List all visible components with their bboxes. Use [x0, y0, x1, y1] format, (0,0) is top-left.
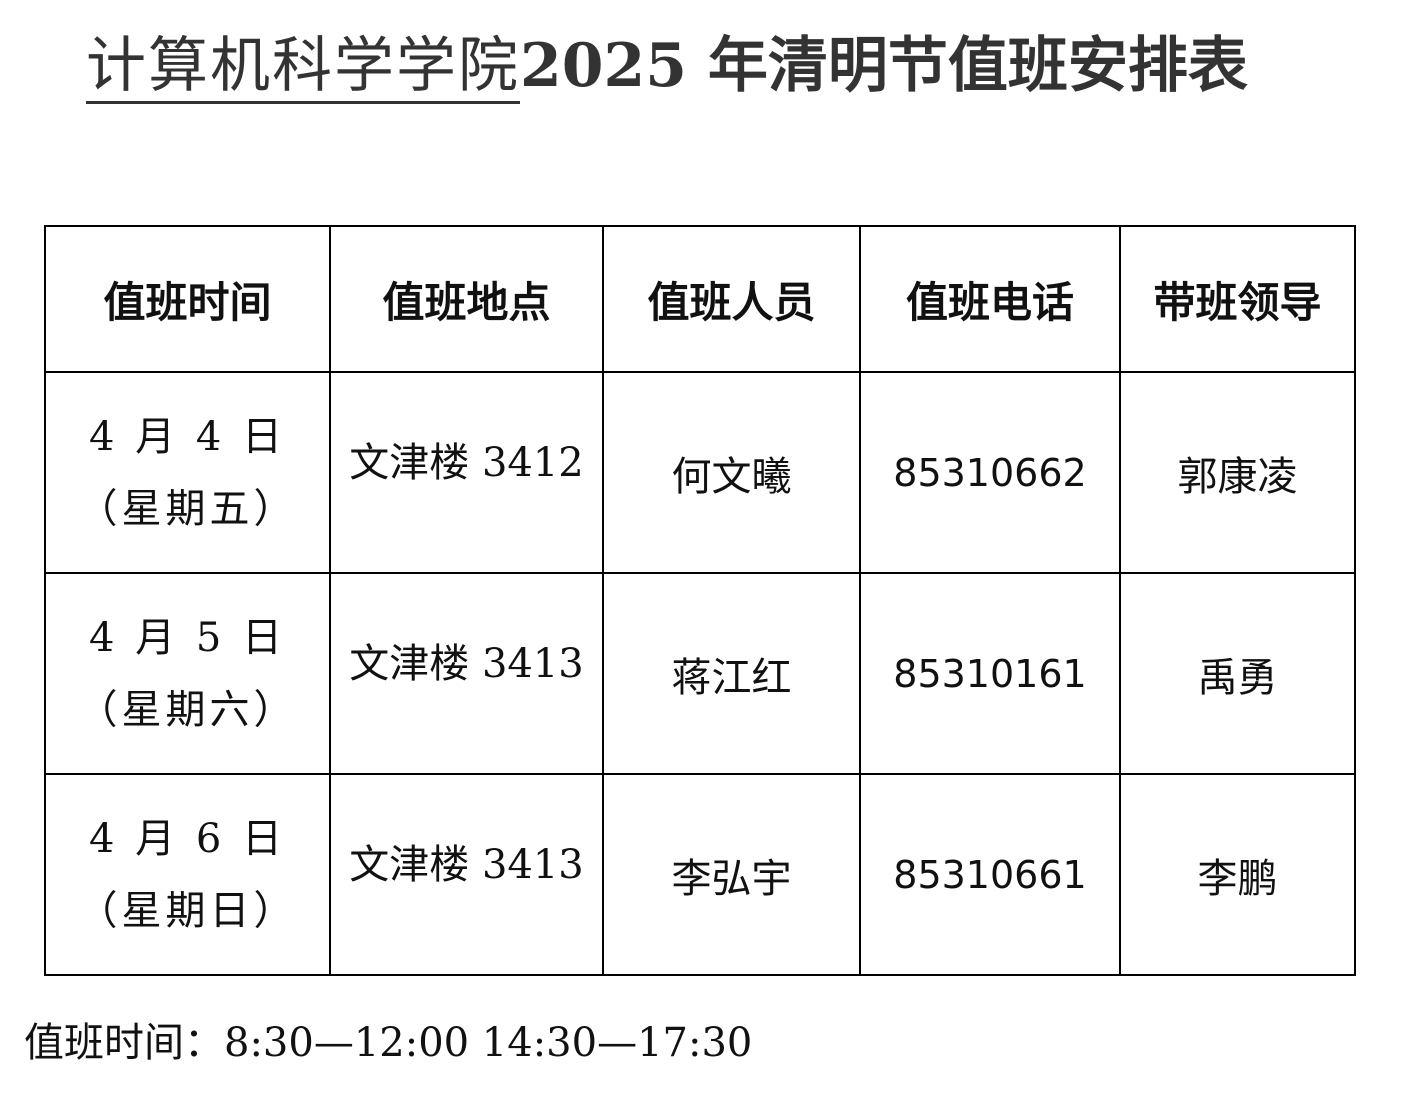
page-title: 计算机科学学院2025 年清明节值班安排表 [86, 28, 1248, 104]
date-text: 4 月 5 日 [88, 614, 287, 661]
header-row: 值班时间 值班地点 值班人员 值班电话 带班领导 [44, 225, 1356, 373]
cell-date: 4 月 4 日 （星期五） [44, 371, 331, 574]
cell-staff: 蒋江红 [602, 572, 861, 775]
weekday-text: （星期六） [77, 686, 298, 733]
cell-phone: 85310161 [859, 572, 1121, 775]
table-row: 4 月 6 日 （星期日） 文津楼 3413 李弘宇 85310661 李鹏 [44, 773, 1356, 976]
cell-phone: 85310662 [859, 371, 1121, 574]
date-text: 4 月 6 日 [88, 815, 287, 862]
cell-staff: 李弘宇 [602, 773, 861, 976]
cell-location: 文津楼 3412 [329, 371, 604, 574]
cell-location: 文津楼 3413 [329, 773, 604, 976]
title-college: 计算机科学学院 [86, 31, 520, 104]
cell-leader: 李鹏 [1119, 773, 1356, 976]
cell-date: 4 月 5 日 （星期六） [44, 572, 331, 775]
cell-date: 4 月 6 日 （星期日） [44, 773, 331, 976]
header-phone: 值班电话 [859, 225, 1121, 373]
weekday-text: （星期五） [77, 485, 298, 532]
cell-phone: 85310661 [859, 773, 1121, 976]
cell-staff: 何文曦 [602, 371, 861, 574]
title-main: 2025 年清明节值班安排表 [520, 31, 1248, 101]
cell-leader: 郭康凌 [1119, 371, 1356, 574]
header-leader: 带班领导 [1119, 225, 1356, 373]
cell-location: 文津楼 3413 [329, 572, 604, 775]
duty-hours-note: 值班时间：8:30—12:00 14:30—17:30 [24, 1020, 753, 1066]
table-row: 4 月 5 日 （星期六） 文津楼 3413 蒋江红 85310161 禹勇 [44, 572, 1356, 775]
cell-leader: 禹勇 [1119, 572, 1356, 775]
date-text: 4 月 4 日 [88, 413, 287, 460]
table-row: 4 月 4 日 （星期五） 文津楼 3412 何文曦 85310662 郭康凌 [44, 371, 1356, 574]
header-time: 值班时间 [44, 225, 331, 373]
header-staff: 值班人员 [602, 225, 861, 373]
duty-schedule-table: 值班时间 值班地点 值班人员 值班电话 带班领导 4 月 4 日 （星期五） 文津… [44, 225, 1356, 976]
header-location: 值班地点 [329, 225, 604, 373]
weekday-text: （星期日） [77, 887, 298, 934]
